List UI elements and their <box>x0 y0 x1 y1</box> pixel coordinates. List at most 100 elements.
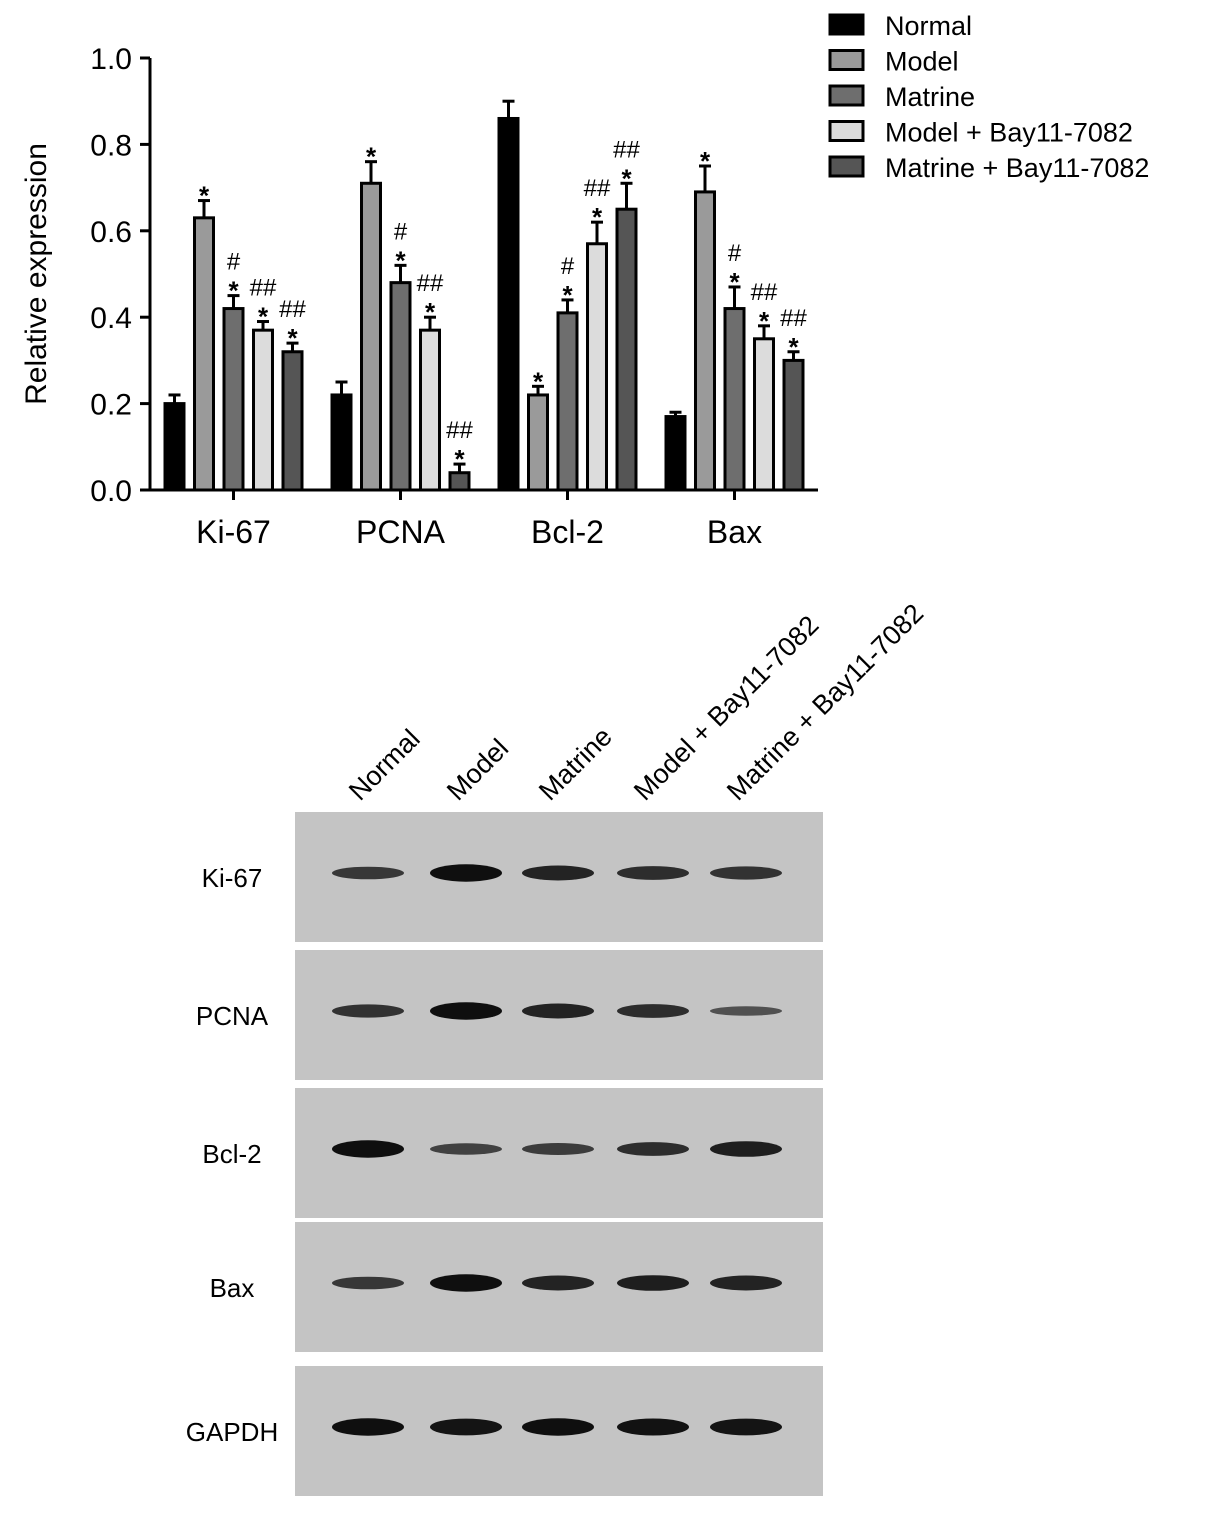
y-axis-label: Relative expression <box>20 143 53 405</box>
band <box>332 1140 404 1158</box>
band <box>522 1003 594 1019</box>
row-label: PCNA <box>196 1001 269 1031</box>
band <box>617 1004 689 1018</box>
significance-star: * <box>366 142 377 172</box>
significance-star: * <box>258 302 269 332</box>
significance-hash: # <box>561 253 575 280</box>
significance-hash: ## <box>751 279 778 306</box>
significance-hash: ## <box>279 296 306 323</box>
row-label: GAPDH <box>186 1417 278 1447</box>
significance-hash: ## <box>417 270 444 297</box>
significance-star: * <box>228 276 239 306</box>
legend-label: Model + Bay11-7082 <box>885 118 1133 148</box>
bar <box>556 311 579 492</box>
band <box>332 1276 404 1290</box>
significance-hash: # <box>394 218 408 245</box>
significance-star: * <box>562 280 573 310</box>
lane-label: Model <box>441 733 514 806</box>
band <box>617 1418 689 1436</box>
lane-label: Normal <box>343 724 426 807</box>
significance-star: * <box>759 306 770 336</box>
y-tick-label: 1.0 <box>90 43 132 76</box>
row-label: Ki-67 <box>202 863 263 893</box>
band <box>617 1142 689 1156</box>
bar <box>527 393 549 492</box>
significance-hash: # <box>227 249 241 276</box>
legend-label: Model <box>885 47 959 77</box>
legend-swatch <box>828 120 865 142</box>
bar <box>448 471 471 492</box>
band <box>522 1418 594 1436</box>
band <box>710 1141 782 1157</box>
band <box>430 1418 502 1436</box>
bar <box>753 337 775 492</box>
legend-swatch <box>828 49 865 71</box>
row-label: Bax <box>210 1273 255 1303</box>
band <box>430 1002 502 1020</box>
significance-star: * <box>454 444 465 474</box>
significance-star: * <box>621 163 632 193</box>
bar <box>360 181 382 492</box>
bar <box>782 358 805 492</box>
band <box>522 1275 594 1291</box>
band <box>430 1143 502 1155</box>
bar <box>664 415 687 492</box>
band <box>710 1006 782 1016</box>
band <box>332 1004 404 1018</box>
bar <box>281 350 304 492</box>
bar <box>586 242 608 492</box>
legend-label: Matrine + Bay11-7082 <box>885 153 1149 183</box>
band <box>430 1274 502 1292</box>
band <box>710 866 782 880</box>
bar <box>389 281 412 492</box>
significance-star: * <box>287 323 298 353</box>
band <box>710 1418 782 1436</box>
significance-star: * <box>729 267 740 297</box>
significance-hash: ## <box>584 175 611 202</box>
x-tick-label: Bax <box>707 514 762 550</box>
bar <box>419 328 441 492</box>
band <box>332 1418 404 1436</box>
significance-hash: ## <box>446 417 473 444</box>
significance-star: * <box>425 297 436 327</box>
band <box>617 1275 689 1291</box>
x-tick-label: Bcl-2 <box>531 514 604 550</box>
legend-swatch <box>828 84 865 107</box>
row-label: Bcl-2 <box>202 1139 261 1169</box>
x-tick-label: PCNA <box>356 514 446 550</box>
band <box>522 1143 594 1155</box>
band <box>332 866 404 880</box>
bar <box>330 393 353 492</box>
y-tick-label: 0.4 <box>90 302 132 335</box>
lane-label: Matrine <box>533 721 618 806</box>
lane-label: Model + Bay11-7082 <box>628 610 825 807</box>
significance-star: * <box>533 366 544 396</box>
significance-hash: ## <box>250 275 277 302</box>
significance-star: * <box>700 146 711 176</box>
bar <box>222 307 245 492</box>
y-tick-label: 0.0 <box>90 475 132 508</box>
bar-chart: 0.0 0.2 0.4 0.6 0.8 1.0 Relative expression Ki-… <box>20 11 1149 550</box>
legend-label: Matrine <box>885 82 975 112</box>
y-tick-label: 0.6 <box>90 216 132 249</box>
x-tick-label: Ki-67 <box>196 514 271 550</box>
bar <box>163 402 186 492</box>
band <box>710 1275 782 1291</box>
legend-swatch <box>828 155 865 178</box>
significance-star: * <box>592 202 603 232</box>
significance-star: * <box>199 181 210 211</box>
bar <box>723 307 746 492</box>
bar <box>694 190 716 492</box>
band <box>617 866 689 880</box>
band <box>430 864 502 882</box>
significance-star: * <box>788 332 799 362</box>
significance-star: * <box>395 245 406 275</box>
bar <box>252 328 274 492</box>
band <box>522 865 594 881</box>
bar <box>497 116 520 492</box>
bar <box>615 207 638 492</box>
legend-label: Normal <box>885 11 972 41</box>
significance-hash: ## <box>780 305 807 332</box>
bar <box>193 216 215 492</box>
significance-hash: # <box>728 240 742 267</box>
